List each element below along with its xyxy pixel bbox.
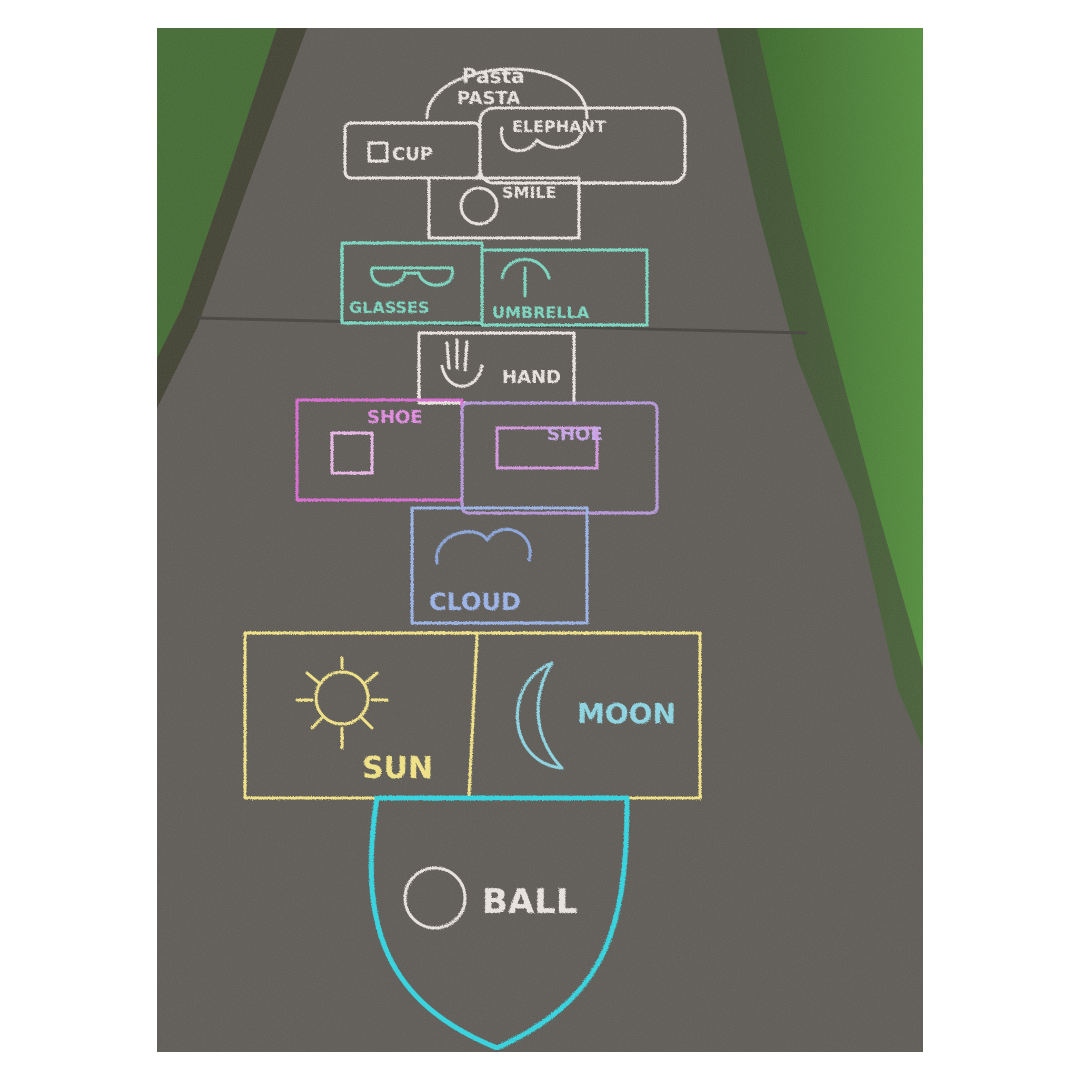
glasses-icon [370,266,454,287]
shoe-right-icon [495,426,599,470]
label-shoe-left: SHOE [367,407,423,428]
hand-icon [440,338,484,388]
smiley-icon [459,186,499,226]
moon-icon [516,661,564,770]
label-moon: MOON [577,697,676,730]
label-cup: CUP [392,144,433,165]
label-glasses: GLASSES [349,298,430,317]
cup-icon [367,141,389,163]
ball-shield [368,795,630,1051]
label-umbrella: UMBRELLA [492,303,590,322]
cloud-box [410,506,589,625]
label-pasta-top: Pasta [462,64,525,88]
shoe-left-icon [330,431,374,475]
label-pasta-bottom: PASTA [457,88,520,109]
label-ball: BALL [482,882,578,922]
label-sun: SUN [362,751,433,786]
label-hand: HAND [502,367,561,388]
cloud-icon [435,528,532,565]
hopscotch-photo: Pasta PASTA CUP ELEPHANT SMILE GLASSES U… [157,28,923,1052]
label-smile: SMILE [502,183,557,202]
label-elephant: ELEPHANT [512,117,606,136]
elephant-box [478,106,687,185]
smile-box [427,176,581,240]
label-cloud: CLOUD [429,588,521,616]
elephant-icon [500,126,584,153]
pasta-oval [425,67,589,120]
shoe-right-box [460,401,659,515]
umbrella-icon [500,257,551,298]
ball-icon [403,866,467,930]
label-shoe-right: SHOE [547,424,603,445]
concrete-texture [157,28,923,1052]
sun-icon [314,670,370,726]
umbrella-box [480,248,649,327]
sun-moon-divider [467,634,479,798]
sun-rays [295,656,389,750]
